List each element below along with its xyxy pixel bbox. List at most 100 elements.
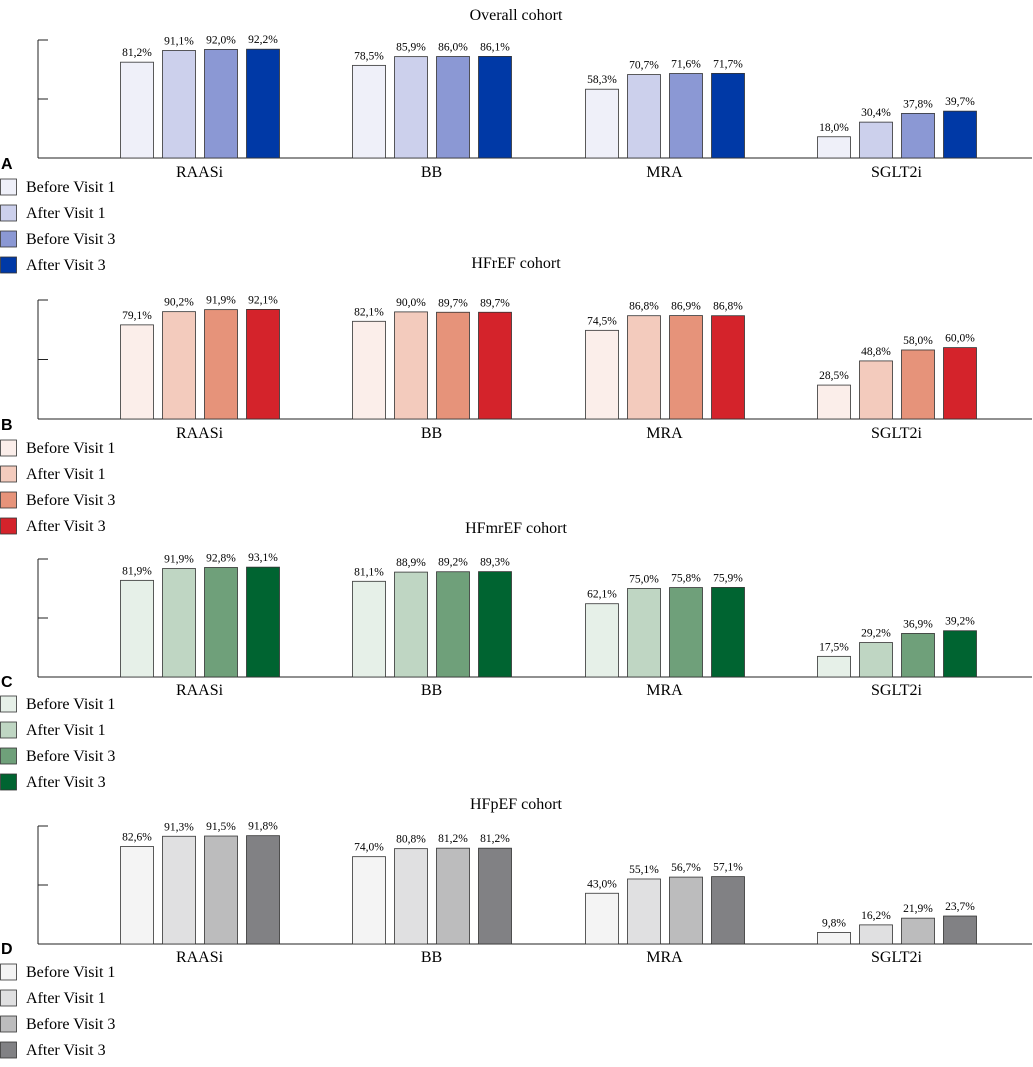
data-label: 17,5% — [819, 641, 849, 653]
category-label: SGLT2i — [871, 164, 923, 181]
category-label: SGLT2i — [871, 949, 923, 966]
data-label: 92,0% — [206, 34, 236, 46]
data-label: 85,9% — [396, 42, 426, 54]
data-label: 37,8% — [903, 98, 933, 110]
bar — [817, 384, 851, 420]
bar — [901, 917, 935, 945]
chart-title: HFmrEF cohort — [465, 520, 567, 537]
data-label: 86,0% — [438, 42, 468, 54]
data-label: 55,1% — [629, 864, 659, 876]
bar — [627, 878, 661, 945]
legend-swatch — [0, 1041, 17, 1059]
data-label: 86,8% — [629, 301, 659, 313]
bar — [436, 56, 470, 159]
legend-label: After Visit 1 — [26, 466, 106, 483]
data-label: 91,8% — [248, 821, 278, 833]
data-label: 21,9% — [903, 903, 933, 915]
bar — [901, 112, 935, 159]
chart-title: Overall cohort — [470, 7, 563, 24]
legend-swatch — [0, 695, 17, 713]
bar — [352, 856, 386, 945]
data-label: 70,7% — [629, 60, 659, 72]
data-label: 74,0% — [354, 842, 384, 854]
bar — [943, 347, 977, 420]
bar — [585, 88, 619, 159]
bar — [162, 50, 196, 159]
legend-label: After Visit 1 — [26, 990, 106, 1007]
legend-label: After Visit 1 — [26, 205, 106, 222]
data-label: 56,7% — [671, 862, 701, 874]
data-label: 90,0% — [396, 297, 426, 309]
data-label: 71,7% — [713, 58, 743, 70]
legend-label: After Visit 3 — [26, 257, 106, 274]
legend-swatch — [0, 178, 17, 196]
bar — [204, 835, 238, 945]
data-label: 28,5% — [819, 370, 849, 382]
data-label: 62,1% — [587, 589, 617, 601]
legend-label: After Visit 3 — [26, 1042, 106, 1059]
bar — [478, 56, 512, 159]
bar — [436, 571, 470, 678]
data-label: 89,3% — [480, 557, 510, 569]
bar — [478, 847, 512, 945]
bar — [711, 315, 745, 420]
chart-title: HFrEF cohort — [471, 255, 561, 272]
legend-swatch — [0, 747, 17, 765]
data-label: 9,8% — [822, 917, 846, 929]
bar — [120, 846, 154, 945]
bar — [943, 110, 977, 159]
data-label: 79,1% — [122, 310, 152, 322]
bar — [478, 571, 512, 678]
data-label: 81,9% — [122, 565, 152, 577]
data-label: 43,0% — [587, 878, 617, 890]
bar — [817, 932, 851, 945]
bar — [901, 633, 935, 678]
bar — [436, 847, 470, 945]
category-label: MRA — [646, 949, 683, 966]
data-label: 91,5% — [206, 821, 236, 833]
category-label: BB — [421, 949, 442, 966]
data-label: 91,9% — [206, 295, 236, 307]
data-label: 75,8% — [671, 573, 701, 585]
bar — [120, 579, 154, 678]
bar — [585, 329, 619, 420]
bar — [394, 56, 428, 159]
category-label: SGLT2i — [871, 425, 923, 442]
legend-label: Before Visit 3 — [26, 231, 115, 248]
data-label: 89,7% — [480, 297, 510, 309]
data-label: 81,1% — [354, 566, 384, 578]
bar — [436, 311, 470, 420]
bar — [246, 309, 280, 420]
panel-label: B — [1, 417, 13, 434]
panel-label: A — [1, 156, 13, 173]
panel-label: D — [1, 941, 13, 958]
bar — [246, 835, 280, 945]
category-label: RAASi — [176, 425, 224, 442]
data-label: 78,5% — [354, 50, 384, 62]
bar — [859, 360, 893, 420]
legend-label: Before Visit 1 — [26, 440, 115, 457]
bar — [246, 48, 280, 159]
data-label: 58,3% — [587, 74, 617, 86]
data-label: 81,2% — [480, 833, 510, 845]
bar — [627, 315, 661, 420]
bar — [669, 587, 703, 678]
data-label: 92,2% — [248, 34, 278, 46]
legend-swatch — [0, 1015, 17, 1033]
data-label: 81,2% — [438, 833, 468, 845]
data-label: 74,5% — [587, 315, 617, 327]
bar — [711, 876, 745, 945]
legend-label: After Visit 1 — [26, 722, 106, 739]
bar — [162, 568, 196, 678]
data-label: 80,8% — [396, 834, 426, 846]
category-label: RAASi — [176, 682, 224, 699]
legend-label: Before Visit 1 — [26, 696, 115, 713]
bar — [120, 61, 154, 159]
legend-label: Before Visit 3 — [26, 492, 115, 509]
bar — [943, 630, 977, 678]
legend-label: Before Visit 1 — [26, 964, 115, 981]
data-label: 58,0% — [903, 335, 933, 347]
bar — [394, 311, 428, 420]
data-label: 82,1% — [354, 306, 384, 318]
